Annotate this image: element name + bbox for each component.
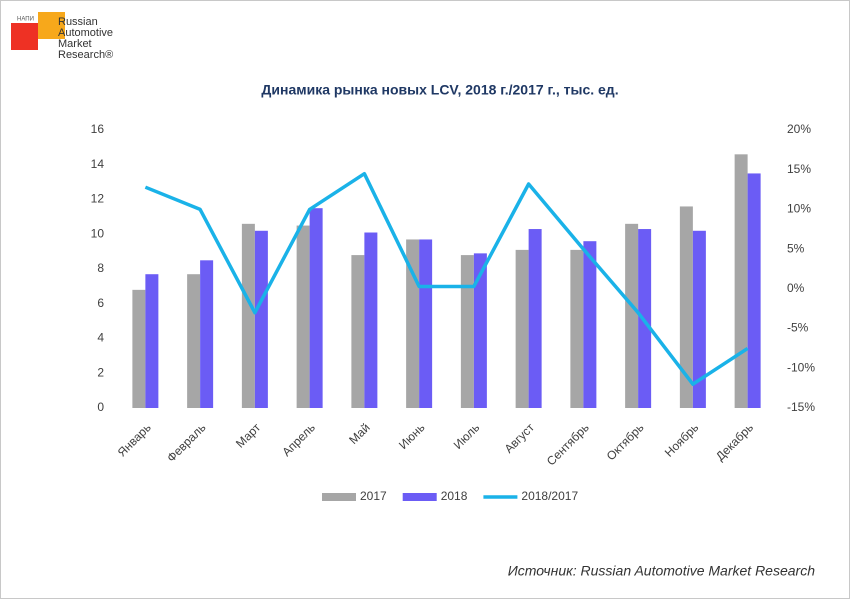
- bar: [145, 274, 159, 408]
- y-tick-label: 12: [91, 192, 105, 206]
- y-tick-label: 6: [97, 296, 104, 310]
- y-tick-label: 2: [97, 365, 104, 379]
- y-tick-label: 4: [97, 331, 104, 345]
- bar: [692, 230, 706, 408]
- bar: [625, 223, 639, 408]
- y-tick-label: 0: [97, 400, 104, 414]
- bar: [351, 255, 365, 408]
- bar: [515, 249, 529, 408]
- y2-tick-label: -15%: [787, 400, 815, 414]
- y2-tick-label: 0%: [787, 281, 805, 295]
- legend-label: 2017: [360, 489, 387, 503]
- logo-text: Market: [58, 38, 92, 50]
- y2-tick-label: 10%: [787, 202, 811, 216]
- bar: [241, 223, 255, 408]
- bar: [528, 229, 542, 408]
- bar: [254, 230, 268, 408]
- bar: [296, 225, 310, 408]
- legend-label: 2018: [441, 489, 468, 503]
- bar: [679, 206, 693, 408]
- bar: [583, 241, 597, 408]
- bar: [309, 208, 323, 408]
- legend-swatch: [322, 493, 356, 501]
- logo-square-orange: [38, 12, 65, 39]
- bar: [734, 154, 748, 408]
- bar: [473, 253, 487, 408]
- bar: [460, 255, 474, 408]
- y-tick-label: 10: [91, 226, 105, 240]
- bar: [419, 239, 433, 408]
- bar: [187, 274, 201, 408]
- legend-label: 2018/2017: [521, 489, 578, 503]
- bar: [570, 249, 584, 408]
- line: [144, 171, 749, 386]
- logo-text: Russian: [58, 16, 98, 28]
- logo-square-red: [11, 23, 38, 50]
- chart-title: Динамика рынка новых LCV, 2018 г./2017 г…: [261, 82, 618, 98]
- y2-tick-label: -5%: [787, 321, 809, 335]
- y-tick-label: 14: [91, 157, 105, 171]
- logo-text: Research®: [58, 49, 113, 61]
- y-tick-label: 8: [97, 261, 104, 275]
- bar: [132, 289, 146, 408]
- y2-tick-label: 5%: [787, 241, 805, 255]
- bar: [364, 232, 378, 408]
- y2-tick-label: 15%: [787, 162, 811, 176]
- logo-small: НАПИ: [17, 17, 34, 23]
- source: Источник: Russian Automotive Market Rese…: [508, 563, 815, 579]
- y2-tick-label: 20%: [787, 122, 811, 136]
- y2-tick-label: -10%: [787, 360, 815, 374]
- logo-text: Automotive: [58, 27, 113, 39]
- bar: [747, 173, 761, 408]
- legend-swatch: [402, 493, 437, 501]
- y-tick-label: 16: [91, 122, 105, 136]
- bar: [200, 260, 214, 408]
